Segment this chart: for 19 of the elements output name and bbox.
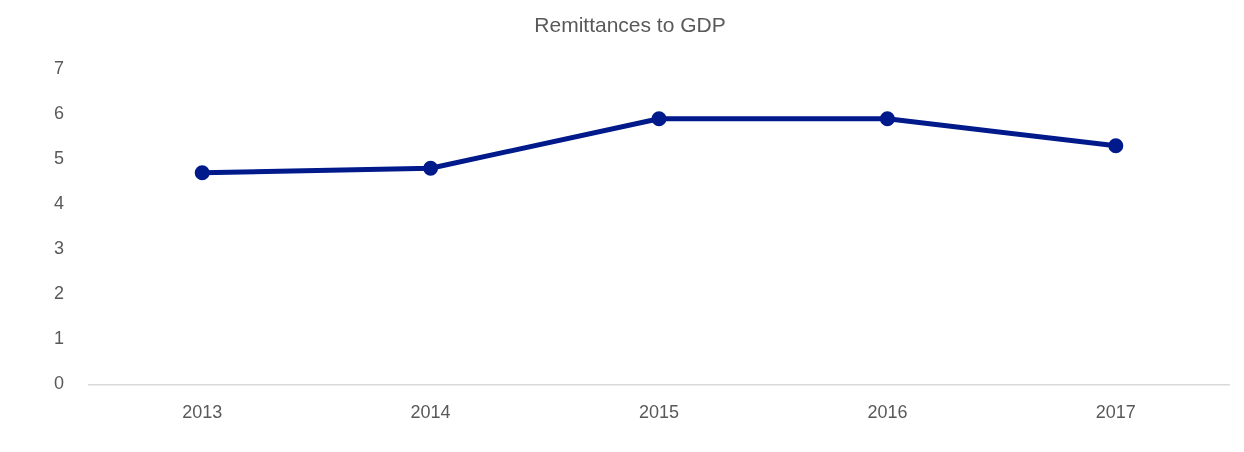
y-tick-label: 5 (54, 148, 65, 169)
y-tick-label: 0 (54, 373, 65, 394)
x-tick-label: 2013 (182, 402, 223, 423)
x-tick-label: 2017 (1095, 402, 1136, 423)
chart-title: Remittances to GDP (534, 13, 726, 37)
x-tick-label: 2016 (867, 402, 908, 423)
point (879, 111, 895, 127)
y-tick-label: 6 (54, 103, 65, 124)
point (1108, 138, 1124, 154)
x-tick-label: 2014 (410, 402, 451, 423)
point (423, 160, 439, 176)
x-tick-label: 2015 (638, 402, 680, 423)
y-tick-label: 3 (54, 238, 65, 259)
y-tick-label: 7 (54, 58, 65, 79)
point (194, 165, 210, 181)
y-tick-label: 1 (54, 328, 65, 349)
y-tick-label: 4 (54, 193, 65, 214)
y-tick-label: 2 (54, 283, 65, 304)
point (651, 111, 667, 127)
